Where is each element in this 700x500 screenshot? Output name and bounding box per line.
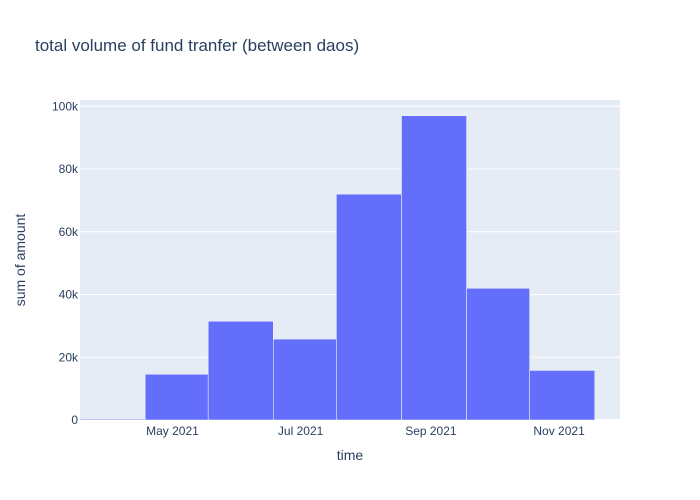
y-tick-label: 40k (59, 288, 79, 302)
x-tick-label: Sep 2021 (405, 424, 457, 438)
x-tick-label: Jul 2021 (278, 424, 324, 438)
histogram-bar (79, 418, 146, 421)
y-tick-label: 0 (71, 413, 78, 427)
y-axis-ticks: 0 20k 40k 60k 80k 100k (52, 99, 79, 427)
y-tick-label: 100k (52, 99, 79, 113)
y-axis-title: sum of amount (12, 214, 28, 307)
chart-title: total volume of fund tranfer (between da… (35, 36, 359, 55)
histogram-bar (207, 320, 274, 421)
histogram-bar (529, 370, 596, 421)
x-tick-label: May 2021 (146, 424, 199, 438)
x-axis-ticks: May 2021 Jul 2021 Sep 2021 Nov 2021 (146, 424, 585, 438)
histogram-bar (401, 115, 467, 421)
y-tick-label: 60k (59, 225, 79, 239)
y-tick-label: 80k (59, 162, 79, 176)
bars (79, 115, 596, 421)
x-tick-label: Nov 2021 (533, 424, 585, 438)
histogram-bar (336, 193, 402, 421)
histogram-bar (144, 373, 209, 421)
histogram-bar (466, 287, 530, 421)
y-tick-label: 20k (59, 350, 79, 364)
x-axis-title: time (337, 447, 364, 463)
histogram-bar (273, 338, 337, 421)
